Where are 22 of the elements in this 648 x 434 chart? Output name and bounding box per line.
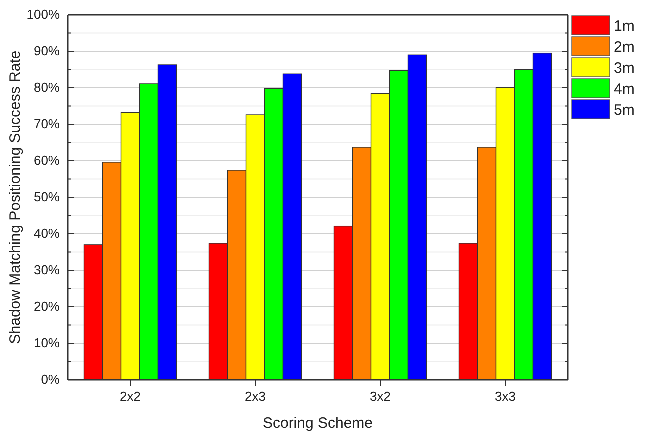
x-tick-label: 3x2 — [370, 389, 391, 404]
x-tick-label: 2x2 — [120, 389, 141, 404]
y-tick-label: 90% — [34, 44, 60, 59]
y-tick-label: 70% — [34, 116, 60, 132]
y-tick-label: 80% — [34, 80, 60, 96]
y-axis-title: Shadow Matching Positioning Success Rate — [7, 50, 24, 344]
y-tick-label: 60% — [34, 153, 60, 168]
x-axis-title: Scoring Scheme — [262, 415, 374, 432]
x-tick-label: 2x3 — [245, 389, 266, 404]
legend-label: 5m — [614, 102, 635, 119]
legend-label: 1m — [614, 18, 635, 35]
y-tick-label: 30% — [34, 262, 60, 278]
y-tick-label: 10% — [34, 336, 60, 351]
legend-label: 2m — [614, 39, 635, 56]
y-tick-label: 0% — [41, 372, 60, 388]
y-tick-label: 100% — [26, 7, 60, 22]
y-tick-label: 20% — [34, 299, 60, 314]
legend-label: 4m — [614, 81, 635, 98]
y-tick-label: 40% — [34, 226, 60, 242]
x-tick-label: 3x3 — [495, 389, 516, 404]
legend-label: 3m — [614, 60, 635, 77]
y-tick-label: 50% — [34, 190, 60, 205]
